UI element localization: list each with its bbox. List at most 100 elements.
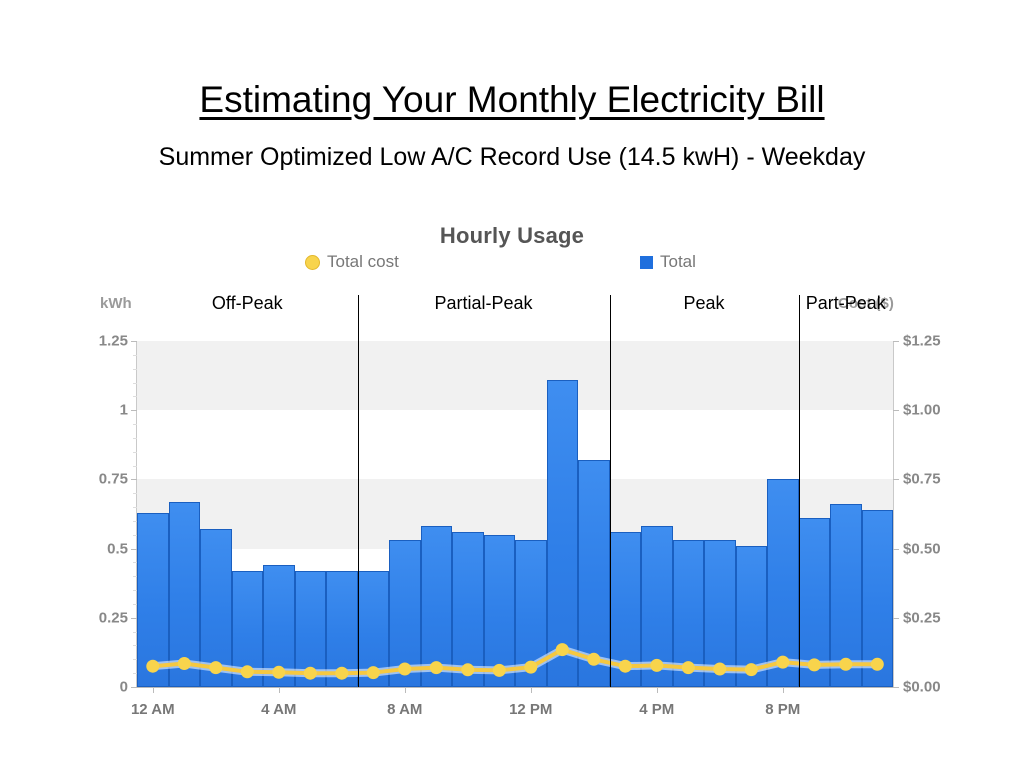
left-tick-mark — [131, 548, 137, 550]
left-minor-tick — [133, 465, 137, 467]
cost-point-marker — [587, 652, 601, 666]
right-tick-mark — [893, 687, 899, 688]
left-axis-caption: kWh — [100, 295, 132, 312]
left-tick-label: 1 — [119, 401, 128, 419]
x-tick-mark — [530, 687, 532, 693]
cost-point-marker — [398, 662, 412, 676]
left-minor-tick — [133, 659, 137, 661]
period-label: Part-Peak — [805, 293, 886, 313]
left-minor-tick — [133, 382, 137, 384]
left-minor-tick — [133, 520, 137, 522]
line-series-total-cost — [146, 643, 884, 680]
right-tick-mark — [893, 341, 899, 342]
x-tick-mark — [404, 687, 406, 693]
left-minor-tick — [133, 451, 137, 453]
left-minor-tick — [133, 534, 137, 536]
left-minor-tick — [133, 493, 137, 495]
left-axis-line — [136, 341, 137, 687]
cost-point-marker — [272, 665, 286, 679]
legend-label-total: Total — [660, 252, 696, 271]
left-minor-tick — [133, 507, 137, 509]
x-tick-label: 12 AM — [130, 701, 175, 718]
hourly-usage-chart: Hourly Usage Total cost Total kWh Cost (… — [0, 210, 1024, 740]
legend-label-total-cost: Total cost — [327, 252, 399, 271]
left-tick-mark — [131, 341, 137, 342]
left-minor-tick — [133, 673, 137, 675]
left-minor-tick — [133, 437, 137, 439]
right-tick-label: $0.50 — [903, 540, 941, 558]
bar — [420, 526, 452, 687]
x-tick-mark — [656, 687, 658, 693]
left-minor-tick — [133, 631, 137, 633]
cost-point-marker — [839, 657, 853, 671]
cost-point-marker — [303, 666, 317, 680]
background-band — [137, 341, 893, 411]
left-minor-tick — [133, 396, 137, 398]
cost-point-marker — [177, 657, 191, 670]
cost-point-marker — [240, 665, 254, 679]
page-title-text: Estimating Your Monthly Electricity Bill — [199, 78, 825, 120]
right-tick-mark — [893, 548, 899, 550]
cost-point-marker — [209, 661, 223, 675]
right-tick-label: $0.75 — [903, 470, 941, 488]
right-tick-label: $0.00 — [903, 678, 941, 696]
left-tick-label: 0 — [119, 678, 128, 696]
left-minor-tick — [133, 590, 137, 592]
x-tick-mark — [152, 687, 154, 693]
plot-area: 0 0.25 0.5 0.75 1 1.25 $0.00 $0.25 $0.50 $0.75 $1… — [99, 293, 941, 718]
left-tick-label: 0.5 — [107, 540, 128, 558]
x-tick-label: 8 AM — [387, 701, 423, 718]
left-tick-label: 1.25 — [98, 332, 128, 350]
chart-title: Hourly Usage — [439, 223, 585, 248]
left-minor-tick — [133, 354, 137, 356]
cost-point-marker — [335, 666, 349, 680]
bar — [452, 532, 484, 687]
right-tick-mark — [893, 479, 899, 481]
bar — [483, 534, 515, 687]
bar — [861, 509, 893, 687]
left-tick-mark — [131, 410, 137, 412]
left-minor-tick — [133, 562, 137, 564]
cost-point-marker — [618, 659, 632, 673]
bar — [137, 512, 169, 687]
cost-point-marker — [146, 659, 160, 673]
period-divider-line — [798, 295, 800, 687]
period-dividers: Off-Peak Partial-Peak Peak Part-Peak — [137, 293, 893, 687]
legend-item-total: Total — [640, 252, 696, 272]
bar — [200, 529, 232, 687]
left-minor-tick — [133, 424, 137, 426]
page-subtitle: Summer Optimized Low A/C Record Use (14.… — [158, 143, 866, 171]
cost-point-marker — [492, 663, 506, 677]
cost-point-marker — [366, 666, 380, 680]
cost-point-marker — [429, 661, 443, 675]
circle-marker-icon — [305, 254, 320, 270]
cost-point-marker — [681, 661, 695, 675]
bar — [767, 479, 799, 687]
left-tick-label: 0.75 — [98, 470, 128, 488]
left-minor-tick — [133, 576, 137, 578]
x-tick-mark — [278, 687, 280, 693]
right-tick-label: $0.25 — [903, 609, 941, 627]
period-label: Off-Peak — [211, 293, 283, 313]
cost-point-marker — [807, 658, 821, 672]
square-marker-icon — [640, 255, 653, 269]
cost-point-marker — [776, 655, 790, 669]
left-minor-tick — [133, 603, 137, 605]
cost-point-marker — [650, 658, 664, 672]
cost-point-marker — [870, 657, 884, 671]
bar-series-total — [137, 341, 893, 687]
bottom-axis-line — [137, 687, 893, 688]
left-tick-mark — [131, 617, 137, 619]
cost-point-marker — [713, 662, 727, 676]
page-title: Estimating Your Monthly Electricity Bill — [0, 78, 1024, 121]
period-label: Partial-Peak — [434, 293, 533, 313]
period-divider-line — [357, 295, 359, 687]
right-axis-line — [893, 341, 894, 687]
right-tick-mark — [893, 410, 899, 412]
cost-point-marker — [461, 663, 475, 677]
x-tick-label: 12 PM — [509, 701, 553, 718]
bar — [168, 501, 200, 687]
x-tick-mark — [782, 687, 784, 693]
left-tick-label: 0.25 — [98, 609, 128, 627]
x-tick-label: 8 PM — [765, 701, 801, 718]
